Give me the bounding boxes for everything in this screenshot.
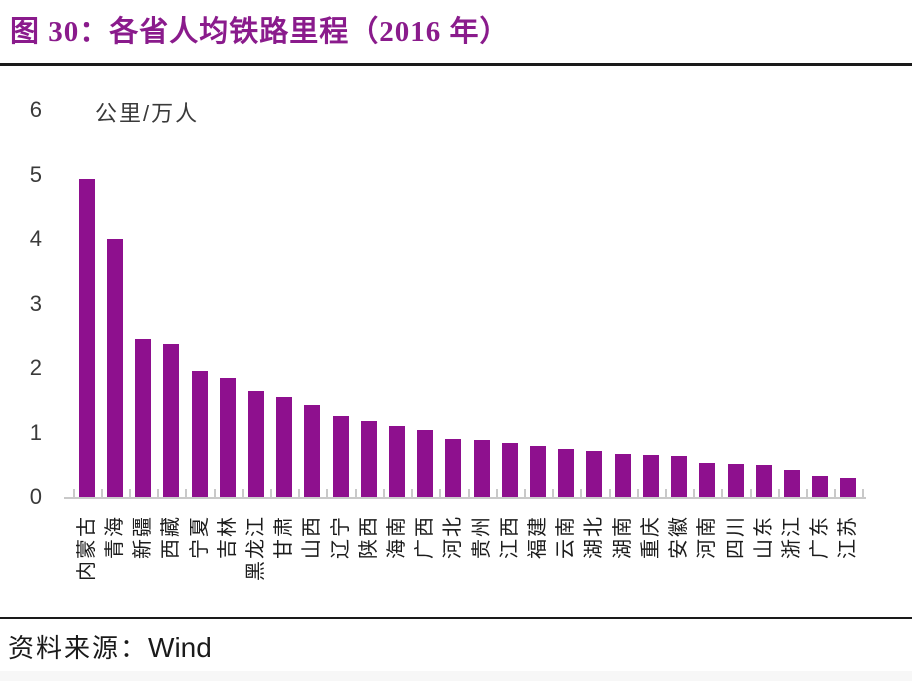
x-axis-tick	[411, 489, 414, 497]
y-axis-tick-label: 5	[29, 161, 42, 187]
y-axis-unit-label: 公里/万人	[95, 101, 200, 126]
figure-title: 图 30：各省人均铁路里程（2016 年）	[10, 16, 510, 48]
bar	[276, 397, 293, 497]
bar	[163, 344, 180, 497]
x-axis-tick	[72, 489, 75, 497]
page-bottom-margin	[0, 671, 912, 681]
x-axis-tick	[439, 489, 442, 497]
x-axis-tick	[636, 489, 639, 497]
x-axis-tick	[382, 489, 385, 497]
x-axis-tick	[580, 489, 583, 497]
bar	[135, 338, 152, 497]
bar	[727, 464, 744, 497]
bar	[332, 415, 349, 497]
x-axis-tick	[834, 489, 837, 497]
x-axis-tick	[157, 489, 160, 497]
bar	[417, 429, 434, 497]
bar	[219, 378, 236, 497]
x-axis-tick	[185, 489, 188, 497]
x-axis-line	[64, 497, 866, 499]
bar	[501, 442, 518, 497]
x-axis-tick	[552, 489, 555, 497]
bar	[840, 477, 857, 497]
bar	[473, 440, 490, 497]
bar	[699, 462, 716, 497]
bar	[106, 239, 123, 497]
bar	[445, 438, 462, 497]
x-axis-tick	[523, 489, 526, 497]
source-label: 资料来源：	[8, 634, 149, 663]
source-note: 资料来源：Wind	[8, 628, 212, 665]
bar	[558, 449, 575, 497]
y-axis-tick-label: 0	[29, 484, 42, 509]
bar	[304, 405, 321, 497]
x-axis-tick	[495, 489, 498, 497]
bar	[671, 455, 688, 497]
source-divider	[0, 617, 912, 619]
x-axis-tick	[100, 489, 103, 497]
y-axis-tick-label: 2	[29, 355, 42, 380]
x-axis-tick	[467, 489, 470, 497]
bar	[389, 426, 405, 497]
bar	[783, 469, 800, 497]
x-axis-tick	[326, 489, 329, 497]
x-axis-tick	[270, 489, 273, 497]
bar	[191, 371, 208, 497]
y-axis-tick-label: 3	[29, 290, 42, 316]
bar	[586, 450, 603, 497]
bar	[614, 454, 631, 497]
y-axis-tick-label: 6	[29, 97, 42, 122]
x-axis-tick	[354, 489, 357, 497]
y-axis-tick-label: 1	[29, 419, 42, 445]
bar	[247, 391, 264, 497]
bar	[812, 476, 829, 497]
bar	[755, 464, 772, 497]
bar	[360, 420, 377, 497]
x-axis-tick	[608, 489, 611, 497]
x-axis-tick	[298, 489, 301, 497]
source-value: Wind	[148, 632, 212, 663]
x-axis-tick	[721, 489, 724, 497]
x-axis-tick	[749, 489, 752, 497]
x-axis-tick	[129, 489, 132, 497]
title-divider	[0, 63, 912, 66]
bar	[642, 455, 659, 497]
y-axis-tick-label: 4	[29, 226, 42, 251]
x-axis-tick	[213, 489, 216, 497]
bar	[530, 446, 547, 497]
x-axis-tick	[806, 489, 809, 497]
x-axis-tick	[665, 489, 667, 497]
x-axis-tick	[777, 489, 780, 497]
x-axis-tick	[862, 489, 865, 497]
x-axis-tick	[693, 489, 696, 497]
bar	[78, 179, 95, 497]
x-axis-tick	[241, 489, 244, 497]
